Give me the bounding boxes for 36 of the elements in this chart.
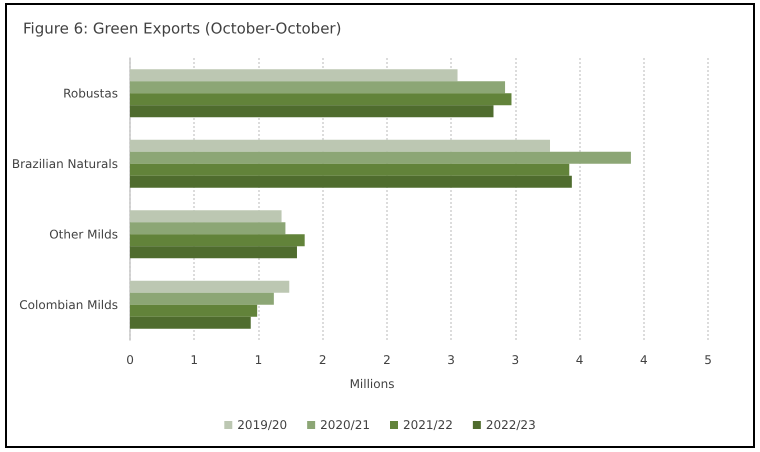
bar: [130, 280, 290, 293]
x-tick-label: 0: [126, 353, 134, 367]
x-tick-label: 4: [576, 353, 584, 367]
legend-label: 2019/20: [237, 418, 288, 432]
y-tick-label: Colombian Milds: [19, 298, 118, 312]
bar: [130, 93, 512, 106]
x-tick-label: 4: [640, 353, 648, 367]
bar: [130, 81, 506, 94]
bar: [130, 316, 251, 329]
y-tick-label: Robustas: [63, 86, 118, 100]
bar: [130, 105, 494, 118]
bar: [130, 176, 572, 188]
x-tick-label: 5: [704, 353, 712, 367]
bar: [130, 69, 458, 82]
bar: [130, 246, 297, 258]
bar: [130, 140, 550, 152]
bar: [130, 222, 286, 234]
legend-label: 2020/21: [320, 418, 370, 432]
chart-title: Figure 6: Green Exports (October-October): [23, 20, 342, 38]
bar: [130, 292, 274, 305]
bar: [130, 304, 258, 317]
legend-label: 2021/22: [403, 418, 453, 432]
y-tick-label: Brazilian Naturals: [12, 156, 118, 171]
x-tick-label: 1: [254, 353, 262, 367]
bar: [130, 152, 631, 164]
legend-label: 2022/23: [486, 418, 536, 432]
bar: [130, 210, 282, 222]
x-tick-label: 3: [447, 353, 455, 367]
bar: [130, 234, 305, 246]
bar: [130, 164, 570, 176]
x-tick-label: 2: [383, 353, 391, 367]
x-axis-title: Millions: [350, 377, 394, 391]
x-tick-label: 1: [190, 353, 198, 367]
x-tick-label: 3: [512, 353, 520, 367]
y-tick-label: Other Milds: [49, 227, 118, 242]
x-tick-label: 2: [318, 353, 326, 367]
